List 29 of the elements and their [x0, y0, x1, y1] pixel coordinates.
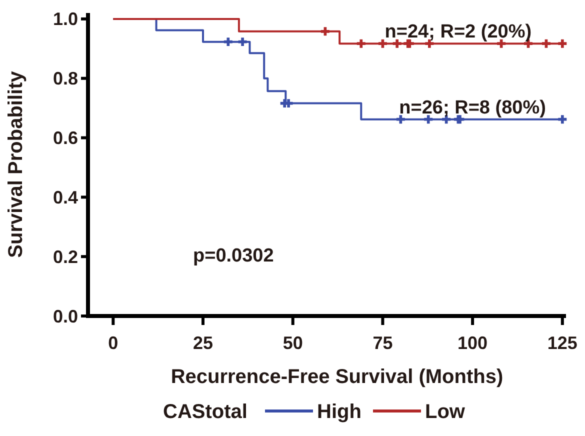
point	[378, 39, 387, 48]
point	[238, 38, 247, 46]
y-tick-label: 0.8	[52, 68, 78, 89]
point	[542, 39, 550, 48]
legend-title: CAStotal	[163, 401, 248, 423]
y-tick-label: 0.0	[52, 306, 78, 326]
point	[558, 115, 567, 124]
point	[396, 115, 405, 124]
y-tick-label: 0.4	[52, 187, 78, 208]
annotation: n=26; R=8 (80%)	[399, 97, 546, 118]
point	[356, 39, 366, 48]
point	[224, 38, 232, 46]
x-tick-label: 50	[282, 333, 303, 353]
legend-label: High	[317, 401, 362, 423]
legend-label: Low	[425, 401, 466, 423]
y-axis-title: Survival Probability	[5, 70, 27, 258]
y-tick-label: 1.0	[52, 9, 78, 30]
y-tick-label: 0.2	[52, 246, 78, 267]
x-tick-label: 100	[458, 333, 488, 353]
x-axis-title: Recurrence-Free Survival (Months)	[170, 366, 504, 388]
point	[320, 27, 330, 36]
x-tick-label: 0	[108, 333, 118, 353]
x-tick-label: 25	[192, 333, 214, 353]
y-tick-label: 0.6	[52, 128, 78, 148]
annotation: n=24; R=2 (20%)	[384, 22, 532, 43]
annotation: p=0.0302	[193, 245, 274, 266]
point	[558, 39, 567, 48]
x-tick-label: 75	[372, 333, 393, 353]
x-tick-label: 125	[547, 333, 578, 353]
